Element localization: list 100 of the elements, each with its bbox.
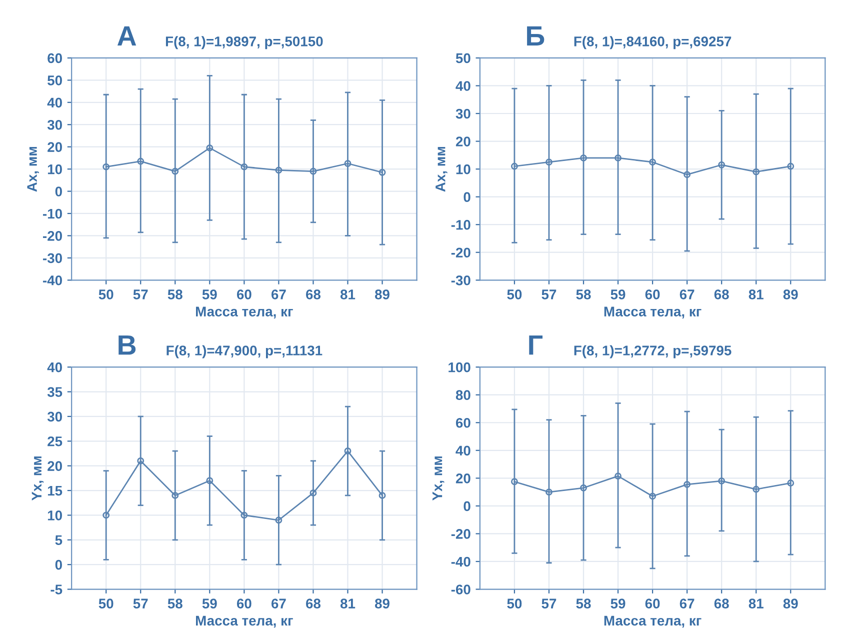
y-axis-title: Ax, мм <box>27 147 39 192</box>
x-axis-title: Масса тела, кг <box>196 616 293 628</box>
point <box>102 163 110 170</box>
point <box>240 512 248 519</box>
y-tick-label: 20 <box>48 142 62 152</box>
point <box>752 486 760 493</box>
point <box>102 512 110 519</box>
x-tick-label: 67 <box>680 290 694 300</box>
point <box>580 154 587 162</box>
x-tick-label: 68 <box>714 598 729 608</box>
y-axis-title: Yx, мм <box>432 456 444 501</box>
y-tick-label: 35 <box>47 387 62 397</box>
x-tick-label: 50 <box>98 290 114 300</box>
point <box>614 154 622 162</box>
y-tick-label: 0 <box>464 501 470 512</box>
point <box>344 448 352 454</box>
point <box>614 472 622 480</box>
y-tick-label: -60 <box>451 584 470 594</box>
x-tick-label: 68 <box>306 598 321 608</box>
x-tick-label: 67 <box>271 598 286 608</box>
point <box>546 488 552 496</box>
point <box>344 160 352 167</box>
point <box>378 492 386 499</box>
point <box>718 161 726 168</box>
x-tick-label: 50 <box>507 290 522 300</box>
y-tick-label: 50 <box>456 53 470 64</box>
point <box>275 516 282 524</box>
x-tick-label: 89 <box>783 290 798 300</box>
point <box>240 163 248 170</box>
y-tick-label: 20 <box>456 474 470 484</box>
y-tick-label: -10 <box>451 220 470 230</box>
point <box>172 168 179 175</box>
chart-subtitle: F(8, 1)=,84160, p=,69257 <box>574 36 732 50</box>
point <box>684 171 691 178</box>
x-tick-label: 89 <box>783 598 798 608</box>
x-tick-label: 59 <box>202 598 217 608</box>
y-axis-title: Ax, мм <box>436 147 448 192</box>
point <box>787 480 794 487</box>
x-tick-label: 58 <box>168 598 182 608</box>
x-tick-label: 67 <box>680 598 694 608</box>
x-tick-label: 68 <box>306 290 321 300</box>
point <box>172 492 179 499</box>
y-tick-label: 40 <box>47 362 62 372</box>
x-tick-label: 57 <box>542 290 556 300</box>
x-tick-label: 59 <box>610 598 626 608</box>
y-tick-label: 40 <box>456 446 470 456</box>
x-axis-title: Масса тела, кг <box>604 306 702 318</box>
x-tick-label: 57 <box>133 598 148 608</box>
point <box>310 168 317 175</box>
y-tick-label: 0 <box>464 192 470 202</box>
y-tick-label: 30 <box>456 108 470 119</box>
chart-subtitle: F(8, 1)=1,2772, p=,59795 <box>574 345 732 358</box>
chart-title: Б <box>527 26 544 46</box>
x-tick-label: 59 <box>610 290 626 300</box>
point <box>580 484 587 492</box>
y-tick-label: 20 <box>48 461 62 471</box>
x-tick-label: 81 <box>340 598 356 608</box>
point <box>206 477 214 484</box>
y-tick-label: -20 <box>451 529 470 539</box>
y-tick-label: 10 <box>48 164 62 174</box>
x-tick-label: 81 <box>748 290 764 300</box>
x-tick-label: 57 <box>542 598 556 608</box>
chart-title: А <box>117 26 136 46</box>
y-tick-label: -20 <box>451 248 470 258</box>
x-tick-label: 68 <box>714 290 729 300</box>
y-tick-label: 10 <box>456 164 470 174</box>
point <box>787 162 794 170</box>
point <box>752 168 760 176</box>
x-tick-label: 50 <box>507 598 522 608</box>
point <box>206 144 214 152</box>
x-tick-label: 59 <box>202 290 217 300</box>
point <box>649 492 656 500</box>
y-axis-title: Yx, мм <box>32 456 44 501</box>
x-tick-label: 81 <box>748 598 764 608</box>
y-tick-label: 40 <box>47 98 62 108</box>
y-tick-label: 5 <box>55 535 62 546</box>
y-tick-label: 40 <box>456 81 470 91</box>
x-tick-label: 60 <box>645 598 660 608</box>
chart-subtitle: F(8, 1)=47,900, p=,11131 <box>166 345 322 358</box>
y-tick-label: 50 <box>48 76 62 86</box>
chart-title: В <box>118 336 136 355</box>
y-tick-label: 20 <box>456 136 470 146</box>
point <box>546 158 552 166</box>
x-tick-label: 50 <box>98 598 114 608</box>
x-tick-label: 58 <box>576 598 591 608</box>
x-tick-label: 89 <box>374 290 390 300</box>
x-tick-label: 58 <box>576 290 591 300</box>
y-tick-label: -30 <box>43 253 62 264</box>
y-tick-label: 30 <box>47 120 62 130</box>
point <box>137 158 144 165</box>
x-tick-label: 67 <box>271 290 286 300</box>
y-tick-label: 100 <box>448 362 470 372</box>
point <box>310 490 317 496</box>
chart-title: Г <box>529 336 543 355</box>
y-tick-label: 60 <box>456 418 470 428</box>
y-tick-label: -20 <box>43 231 62 241</box>
x-tick-label: 60 <box>236 290 252 300</box>
y-tick-label: 0 <box>55 560 62 570</box>
y-tick-label: 25 <box>48 436 62 446</box>
y-tick-label: -30 <box>451 275 470 286</box>
